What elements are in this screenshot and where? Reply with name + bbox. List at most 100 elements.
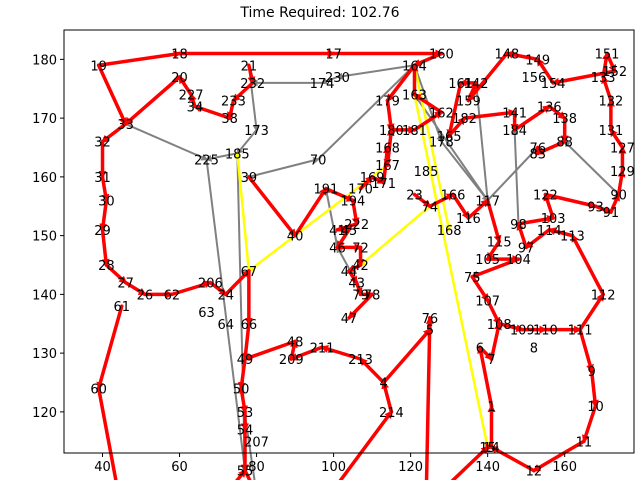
node-label: 211 [310, 341, 335, 356]
node-label: 9 [587, 365, 595, 380]
node-label: 88 [556, 136, 573, 151]
node-label: 182 [452, 112, 477, 127]
node-label: 1 [487, 400, 495, 415]
route-edge [358, 175, 374, 191]
route-edge [547, 104, 567, 120]
node-label: 148 [494, 48, 519, 63]
node-label: 38 [221, 112, 238, 127]
node-label: 165 [437, 130, 462, 145]
route-edge [512, 104, 552, 132]
route-edge [247, 63, 256, 85]
route-edge [96, 304, 124, 391]
node-label: 154 [541, 77, 566, 92]
route-edge [385, 63, 417, 103]
route-edge [347, 263, 363, 273]
route-edge [100, 228, 110, 267]
route-edge [497, 322, 525, 333]
node-label: 41 [329, 224, 346, 239]
route-edge [347, 292, 374, 320]
node-label: 169 [360, 171, 385, 186]
other-edge [317, 63, 416, 161]
other-edge [320, 76, 339, 85]
x-tick-label: 60 [171, 460, 188, 475]
node-label: 122 [533, 189, 558, 204]
node-label: 168 [375, 142, 400, 157]
route-edge [96, 63, 128, 126]
route-edge [616, 169, 626, 197]
x-tick-label: 160 [552, 460, 577, 475]
node-label: 93 [587, 200, 604, 215]
route-edge [543, 192, 555, 220]
node-label: 74 [422, 200, 439, 215]
route-edge [593, 204, 613, 214]
route-edge [601, 75, 613, 103]
route-edge [516, 215, 556, 226]
node-label: 114 [537, 224, 562, 239]
node-label: 44 [341, 265, 358, 280]
node-label: 142 [464, 77, 489, 92]
node-label: 113 [560, 230, 585, 245]
node-label: 19 [90, 59, 107, 74]
route-edge [535, 57, 555, 85]
node-label: 20 [171, 71, 188, 86]
node-label: 55 [237, 465, 254, 480]
node-label: 76 [422, 312, 439, 327]
node-label: 194 [340, 194, 365, 209]
node-label: 67 [241, 265, 258, 280]
route-edge [351, 198, 360, 226]
route-edge [470, 275, 490, 302]
route-edge [104, 263, 128, 285]
route-edge [224, 269, 251, 297]
route-edge [535, 139, 567, 156]
node-label: 61 [113, 300, 130, 315]
route-edge [123, 75, 182, 126]
node-label: 214 [379, 406, 404, 421]
route-edge [347, 269, 359, 285]
other-edge [323, 186, 339, 249]
node-label: 179 [375, 95, 400, 110]
node-label: 207 [244, 435, 269, 450]
node-label: 152 [602, 65, 627, 80]
y-tick-label: 150 [32, 230, 57, 245]
route-edge [524, 228, 552, 250]
node-label: 33 [117, 118, 134, 133]
node-label: 43 [348, 277, 365, 292]
node-label: 24 [217, 288, 234, 303]
chart-title: Time Required: 102.76 [239, 5, 399, 21]
node-label: 149 [525, 53, 550, 68]
node-label: 34 [187, 100, 204, 115]
route-edge [381, 380, 394, 414]
node-label: 53 [237, 406, 254, 421]
route-edge [451, 192, 471, 220]
route-edge [485, 239, 501, 261]
node-label: 180 [379, 124, 404, 139]
route-edge [551, 69, 617, 86]
route-edge [504, 50, 540, 62]
other-edge [413, 93, 489, 203]
route-edge [462, 108, 517, 120]
node-label: 191 [313, 183, 338, 198]
route-edge [428, 192, 455, 208]
route-edge [96, 50, 182, 67]
route-edge [354, 280, 363, 297]
node-label: 171 [371, 177, 396, 192]
node-label: 40 [287, 230, 304, 245]
y-tick-label: 180 [32, 53, 57, 68]
node-label: 11 [576, 435, 593, 450]
route-edge [466, 51, 509, 103]
node-label: 70 [310, 153, 327, 168]
x-tick-label: 80 [248, 460, 265, 475]
route-edge [231, 81, 255, 103]
node-label: 138 [552, 112, 577, 127]
node-label: 206 [198, 277, 223, 292]
node-label: 156 [521, 71, 546, 86]
node-label: 30 [98, 194, 115, 209]
route-edge [477, 345, 494, 408]
node-label: 15 [479, 441, 496, 456]
route-edge [123, 280, 147, 297]
route-edge [543, 192, 598, 209]
node-label: 232 [240, 77, 265, 92]
route-edge [470, 257, 521, 279]
node-label: 184 [502, 124, 527, 139]
